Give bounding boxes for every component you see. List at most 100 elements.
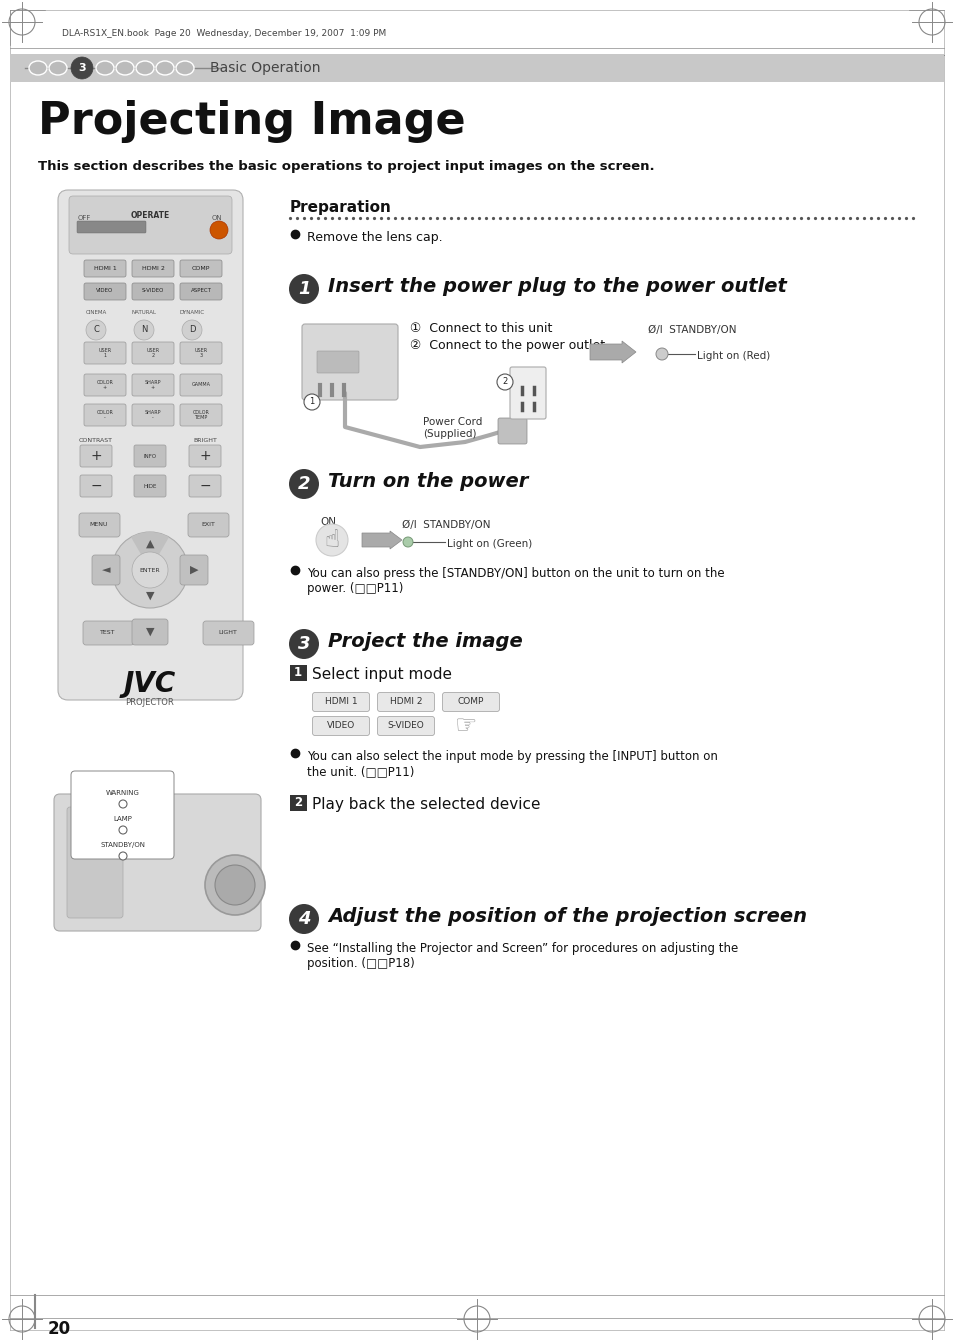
Text: ▶: ▶ (190, 565, 198, 575)
Text: USER
1: USER 1 (98, 347, 112, 358)
Text: Play back the selected device: Play back the selected device (312, 797, 540, 812)
Circle shape (497, 374, 513, 390)
Text: ▼: ▼ (146, 627, 154, 636)
Text: OFF: OFF (77, 214, 91, 221)
Text: SHARP
-: SHARP - (145, 410, 161, 421)
Circle shape (210, 221, 228, 239)
Text: COLOR
+: COLOR + (96, 379, 113, 390)
FancyBboxPatch shape (180, 283, 222, 300)
FancyArrow shape (589, 340, 636, 363)
FancyBboxPatch shape (302, 324, 397, 401)
Text: ENTER: ENTER (139, 568, 160, 572)
Text: Basic Operation: Basic Operation (210, 62, 320, 75)
FancyBboxPatch shape (77, 221, 146, 233)
Text: COLOR
-: COLOR - (96, 410, 113, 421)
Text: MENU: MENU (90, 523, 108, 528)
Text: Insert the power plug to the power outlet: Insert the power plug to the power outle… (328, 277, 786, 296)
FancyBboxPatch shape (132, 374, 173, 397)
Text: You can also press the [STANDBY/ON] button on the unit to turn on the
power. (□□: You can also press the [STANDBY/ON] butt… (307, 567, 724, 595)
Text: Projecting Image: Projecting Image (38, 100, 465, 143)
Text: You can also select the input mode by pressing the [INPUT] button on
the unit. (: You can also select the input mode by pr… (307, 750, 717, 779)
FancyBboxPatch shape (132, 260, 173, 277)
Text: 2: 2 (297, 474, 310, 493)
FancyBboxPatch shape (54, 795, 261, 931)
FancyBboxPatch shape (189, 474, 221, 497)
Text: D: D (189, 326, 195, 335)
Text: Ø/I  STANDBY/ON: Ø/I STANDBY/ON (647, 326, 736, 335)
FancyBboxPatch shape (84, 403, 126, 426)
Circle shape (289, 905, 318, 934)
Circle shape (119, 800, 127, 808)
Circle shape (289, 469, 318, 498)
Text: S-VIDEO: S-VIDEO (387, 721, 424, 730)
Text: OPERATE: OPERATE (131, 210, 170, 220)
Text: N: N (141, 326, 147, 335)
FancyBboxPatch shape (80, 445, 112, 468)
FancyBboxPatch shape (67, 807, 123, 918)
Text: ASPECT: ASPECT (191, 288, 212, 293)
Ellipse shape (175, 62, 193, 75)
Circle shape (205, 855, 265, 915)
Text: ①  Connect to this unit: ① Connect to this unit (410, 322, 552, 335)
FancyBboxPatch shape (84, 342, 126, 364)
Text: Ø/I  STANDBY/ON: Ø/I STANDBY/ON (401, 520, 490, 531)
Text: See “Installing the Projector and Screen” for procedures on adjusting the
positi: See “Installing the Projector and Screen… (307, 942, 738, 970)
Text: ②  Connect to the power outlet: ② Connect to the power outlet (410, 339, 604, 352)
Text: 20: 20 (48, 1320, 71, 1339)
Text: INFO: INFO (143, 453, 156, 458)
Text: COMP: COMP (192, 265, 210, 271)
FancyBboxPatch shape (290, 795, 307, 811)
Text: ☝: ☝ (324, 528, 339, 552)
Text: +: + (91, 449, 102, 464)
Text: GAMMA: GAMMA (192, 382, 211, 387)
Ellipse shape (49, 62, 67, 75)
Text: HDMI 2: HDMI 2 (390, 698, 422, 706)
FancyBboxPatch shape (132, 283, 173, 300)
FancyBboxPatch shape (84, 260, 126, 277)
Text: HIDE: HIDE (143, 484, 156, 489)
Text: 2: 2 (294, 796, 302, 809)
Text: TEST: TEST (100, 631, 115, 635)
FancyBboxPatch shape (188, 513, 229, 537)
Text: PROJECTOR: PROJECTOR (126, 698, 174, 708)
Text: BRIGHT: BRIGHT (193, 437, 216, 442)
FancyBboxPatch shape (180, 403, 222, 426)
Circle shape (71, 58, 92, 79)
Text: COLOR
TEMP: COLOR TEMP (193, 410, 210, 421)
Text: Adjust the position of the projection screen: Adjust the position of the projection sc… (328, 907, 806, 926)
FancyBboxPatch shape (313, 693, 369, 712)
Ellipse shape (29, 62, 47, 75)
Circle shape (86, 320, 106, 340)
Circle shape (656, 348, 667, 360)
FancyBboxPatch shape (91, 555, 120, 586)
Circle shape (112, 532, 188, 608)
Text: −: − (199, 478, 211, 493)
FancyBboxPatch shape (189, 445, 221, 468)
Text: CONTRAST: CONTRAST (79, 437, 112, 442)
Text: Power Cord
(Supplied): Power Cord (Supplied) (422, 417, 482, 438)
Text: NATURAL: NATURAL (132, 310, 156, 315)
Text: ◄: ◄ (102, 565, 111, 575)
Circle shape (315, 524, 348, 556)
FancyBboxPatch shape (84, 283, 126, 300)
Text: HDMI 1: HDMI 1 (93, 265, 116, 271)
FancyBboxPatch shape (84, 374, 126, 397)
Text: ▼: ▼ (146, 591, 154, 602)
Circle shape (133, 320, 153, 340)
Text: 2: 2 (502, 378, 507, 386)
Text: ☞: ☞ (455, 714, 476, 738)
FancyBboxPatch shape (203, 620, 253, 645)
Text: 1: 1 (309, 398, 314, 406)
Text: USER
2: USER 2 (146, 347, 159, 358)
Text: LAMP: LAMP (113, 816, 132, 821)
FancyBboxPatch shape (180, 260, 222, 277)
FancyBboxPatch shape (377, 693, 434, 712)
Text: ▲: ▲ (146, 539, 154, 549)
Wedge shape (131, 532, 169, 570)
FancyBboxPatch shape (316, 351, 358, 373)
Text: Remove the lens cap.: Remove the lens cap. (307, 230, 442, 244)
Text: CINEMA: CINEMA (85, 310, 107, 315)
Text: SHARP
+: SHARP + (145, 379, 161, 390)
Text: 3: 3 (297, 635, 310, 653)
FancyBboxPatch shape (79, 513, 120, 537)
